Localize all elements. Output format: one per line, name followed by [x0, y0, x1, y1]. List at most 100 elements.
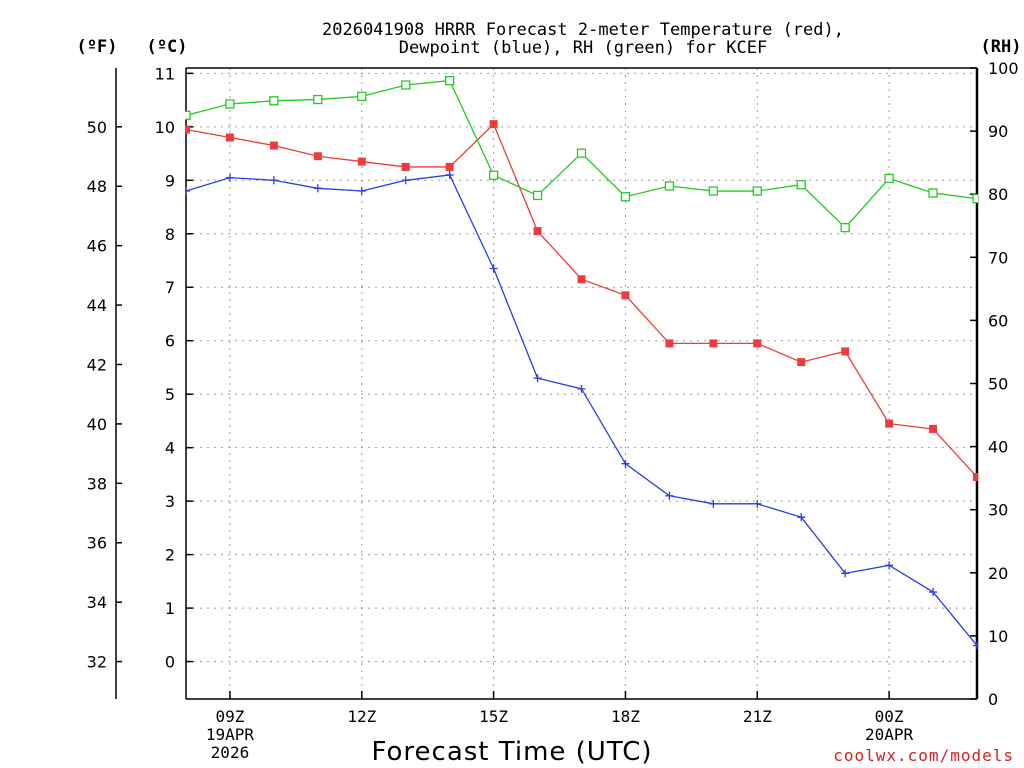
celsius-tick-label-10: 10 [155, 118, 175, 137]
celsius-tick-label-7: 7 [165, 278, 175, 297]
celsius-tick-label-3: 3 [165, 492, 175, 511]
rh-tick-label-100: 100 [988, 59, 1019, 78]
celsius-tick-label-11: 11 [155, 64, 175, 83]
celsius-tick-label-8: 8 [165, 225, 175, 244]
relative-humidity-point-10 [269, 96, 279, 106]
temperature-point-11 [313, 152, 322, 161]
credit-text: coolwx.com/models [833, 746, 1014, 765]
relative-humidity-point-13 [401, 80, 411, 90]
temperature-point-15 [489, 120, 498, 129]
temperature-point-19 [665, 339, 674, 348]
dewpoint-point-15 [489, 264, 498, 273]
rh-tick-label-20: 20 [988, 564, 1008, 583]
x-tick-label-9-0: 09Z [215, 707, 244, 726]
temperature-point-10 [269, 141, 278, 150]
fahrenheit-tick-label-32: 32 [87, 653, 107, 672]
temperature-point-26 [973, 473, 978, 482]
temperature-point-16 [533, 227, 542, 236]
temperature-point-17 [577, 275, 586, 284]
dewpoint-point-9 [225, 173, 234, 182]
rh-tick-label-40: 40 [988, 438, 1008, 457]
fahrenheit-tick-label-40: 40 [87, 415, 107, 434]
dewpoint-point-17 [577, 384, 586, 393]
dewpoint-point-20 [709, 499, 718, 508]
dewpoint-line [185, 174, 978, 646]
grid [186, 68, 977, 699]
temperature-point-23 [841, 347, 850, 356]
dewpoint-point-25 [929, 588, 938, 597]
rh-tick-label-50: 50 [988, 375, 1008, 394]
x-tick-label-18-0: 18Z [611, 707, 640, 726]
temperature-point-22 [797, 358, 806, 367]
rh-tick-label-90: 90 [988, 122, 1008, 141]
dewpoint-point-19 [665, 491, 674, 500]
celsius-tick-label-1: 1 [165, 599, 175, 618]
fahrenheit-tick-label-38: 38 [87, 474, 107, 493]
x-tick-label-9-1: 19APR [206, 725, 255, 744]
fahrenheit-tick-label-44: 44 [87, 296, 107, 315]
chart-title-line1: 2026041908 HRRR Forecast 2-meter Tempera… [322, 20, 844, 40]
x-axis-label: Forecast Time (UTC) [371, 737, 652, 767]
relative-humidity-point-14 [445, 75, 455, 86]
rh-unit-label: (RH) [981, 37, 1022, 57]
x-tick-label-24-0: 00Z [875, 707, 904, 726]
relative-humidity-point-9 [225, 99, 235, 109]
temperature-point-25 [929, 424, 938, 433]
temperature-point-18 [621, 291, 630, 300]
relative-humidity-point-22 [796, 180, 806, 190]
dewpoint-point-11 [313, 184, 322, 193]
dewpoint-point-16 [533, 374, 542, 383]
dewpoint-point-21 [753, 499, 762, 508]
dewpoint-point-8 [185, 186, 190, 195]
relative-humidity-point-16 [532, 190, 543, 201]
dewpoint-point-14 [445, 170, 454, 179]
temperature-point-12 [357, 157, 366, 166]
dewpoint-point-23 [841, 569, 850, 578]
dewpoint-point-24 [885, 561, 894, 570]
relative-humidity-point-18 [620, 192, 631, 202]
x-tick-label-9-2: 2026 [211, 743, 250, 762]
relative-humidity-point-11 [313, 94, 323, 105]
dewpoint-point-26 [973, 641, 978, 650]
relative-humidity-point-17 [576, 148, 587, 158]
relative-humidity-point-24 [884, 173, 894, 184]
dewpoint-point-10 [269, 176, 278, 185]
x-tick-label-15-0: 15Z [479, 707, 508, 726]
x-tick-label-12-0: 12Z [347, 707, 376, 726]
rh-tick-label-70: 70 [988, 248, 1008, 267]
temperature-point-21 [753, 339, 762, 348]
rh-tick-label-0: 0 [988, 690, 998, 709]
relative-humidity-point-21 [752, 186, 762, 196]
dewpoint-point-12 [357, 186, 366, 195]
dewpoint-point-22 [797, 513, 806, 522]
relative-humidity-point-19 [664, 181, 675, 191]
relative-humidity-point-8 [185, 110, 191, 120]
relative-humidity-point-25 [928, 188, 938, 198]
temperature-point-24 [885, 419, 894, 428]
celsius-tick-label-9: 9 [165, 171, 175, 190]
temperature-point-9 [225, 133, 234, 142]
dewpoint-point-18 [621, 459, 630, 468]
fahrenheit-tick-label-36: 36 [87, 534, 107, 553]
fahrenheit-tick-label-46: 46 [87, 237, 107, 256]
rh-tick-label-60: 60 [988, 311, 1008, 330]
celsius-tick-label-2: 2 [165, 546, 175, 565]
relative-humidity-point-26 [972, 193, 978, 204]
temperature-point-20 [709, 339, 718, 348]
x-tick-label-21-0: 21Z [743, 707, 772, 726]
axes: 0123456789101132343638404244464850010203… [87, 59, 1019, 762]
fahrenheit-unit-label: (ºF) [77, 37, 118, 57]
fahrenheit-tick-label-34: 34 [87, 593, 107, 612]
temperature-line [185, 123, 978, 478]
celsius-unit-label: (ºC) [147, 37, 188, 57]
fahrenheit-tick-label-50: 50 [87, 118, 107, 137]
celsius-tick-label-5: 5 [165, 385, 175, 404]
relative-humidity-point-15 [488, 170, 499, 180]
rh-tick-label-10: 10 [988, 627, 1008, 646]
chart-title-line2: Dewpoint (blue), RH (green) for KCEF [399, 38, 767, 58]
rh-tick-label-30: 30 [988, 501, 1008, 520]
celsius-tick-label-0: 0 [165, 653, 175, 672]
dewpoint-point-13 [401, 176, 410, 185]
series-lines [185, 75, 978, 650]
